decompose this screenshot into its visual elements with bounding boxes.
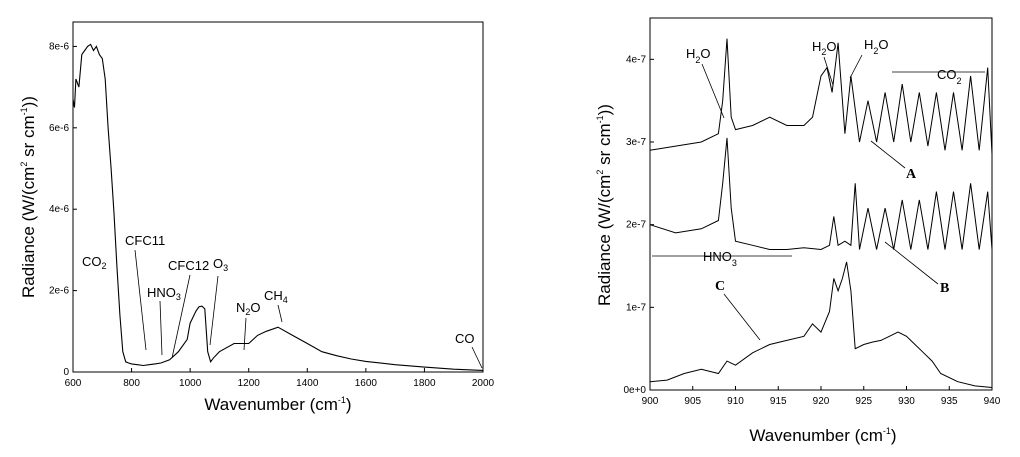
left-plot-frame [72, 21, 484, 373]
left-x-tick-label: 600 [65, 378, 82, 389]
left-y-tick-label: 0 [63, 367, 69, 378]
right-y-tick-label: 2e-7 [626, 220, 646, 231]
right-annotation-h2o-2: H2O [812, 39, 837, 57]
left-annotation-co-leader [471, 346, 483, 369]
right-x-tick-label: 910 [727, 396, 744, 407]
right-annotation-h2o-1: H2O [686, 46, 711, 65]
left-chart: 600 800 1000 1200 1400 1600 1800 2000 0 2e-6 4e-6… [19, 21, 495, 414]
left-annotation-hno3: HNO3 [147, 285, 181, 302]
right-label-b-leader [884, 241, 939, 285]
left-x-axis-title: Wavenumber (cm-1) [204, 395, 351, 414]
right-x-tick-label: 935 [941, 396, 958, 407]
left-y-tick-label: 8e-6 [49, 41, 69, 52]
left-annotation-cfc11-leader [134, 249, 147, 351]
left-annotations: CO2 CFC11 HNO3 CFC12 O3 N2O CH4 CO [82, 233, 483, 369]
right-series-c-line [649, 261, 993, 388]
left-annotation-n2o: N2O [236, 300, 261, 317]
left-annotation-o3-leader [209, 275, 219, 346]
left-series-line [72, 43, 484, 371]
right-label-c-leader [723, 293, 761, 341]
right-y-axis-title: Radiance (W/(cm2 sr cm-1)) [595, 104, 614, 306]
right-y-tick-label: 0e+0 [623, 385, 646, 396]
right-series-a-line [649, 38, 993, 155]
right-x-tick-label: 920 [813, 396, 830, 407]
right-y-tick-labels: 0e+0 1e-7 2e-7 3e-7 4e-7 [623, 54, 646, 396]
right-label-b: B [940, 281, 949, 296]
left-x-tick-label: 1400 [296, 378, 319, 389]
left-y-tick-label: 4e-6 [49, 204, 69, 215]
left-annotation-cfc12: CFC12 [168, 258, 209, 273]
left-y-tick-label: 6e-6 [49, 123, 69, 134]
right-annotation-h2o-2-leader [823, 56, 834, 86]
left-y-axis-title: Radiance (W/(cm2 sr cm-1)) [19, 96, 38, 298]
right-y-tick-label: 1e-7 [626, 302, 646, 313]
left-x-tick-label: 1600 [355, 378, 378, 389]
left-x-tick-labels: 600 800 1000 1200 1400 1600 1800 2000 [65, 378, 495, 389]
left-annotation-ch4: CH4 [264, 288, 288, 305]
right-annotation-hno3: HNO3 [703, 249, 737, 268]
right-x-tick-label: 915 [770, 396, 787, 407]
right-axis-ticks [649, 58, 993, 391]
right-x-tick-labels: 900 905 910 915 920 925 930 935 940 [642, 396, 1001, 407]
right-label-a-leader [870, 140, 906, 169]
left-y-tick-label: 2e-6 [49, 286, 69, 297]
right-chart: 900 905 910 915 920 925 930 935 940 0e+0 1e-7 2e-7… [595, 17, 1001, 445]
left-annotation-hno3-leader [159, 300, 163, 356]
left-annotation-o3: O3 [213, 256, 228, 273]
left-annotation-cfc12-leader [171, 274, 191, 359]
right-annotation-h2o-3: H2O [864, 37, 889, 56]
right-y-tick-label: 3e-7 [626, 137, 646, 148]
left-annotation-n2o-leader [243, 317, 247, 351]
right-series-b-line [649, 137, 993, 251]
right-x-axis-title: Wavenumber (cm-1) [749, 426, 896, 445]
left-annotation-ch4-leader [277, 304, 283, 323]
right-x-tick-label: 930 [898, 396, 915, 407]
left-annotation-co: CO [455, 331, 475, 346]
right-x-tick-label: 905 [684, 396, 701, 407]
right-x-tick-label: 900 [642, 396, 659, 407]
left-x-tick-label: 800 [123, 378, 140, 389]
left-axis-ticks [72, 45, 484, 373]
right-y-tick-label: 4e-7 [626, 54, 646, 65]
left-y-tick-labels: 0 2e-6 4e-6 6e-6 8e-6 [49, 41, 69, 378]
right-annotation-co2: CO2 [937, 67, 962, 86]
right-annotation-h2o-3-leader [849, 54, 863, 79]
right-annotations: H2O H2O H2O CO2 HNO3 A B C [652, 37, 985, 341]
left-annotation-cfc11: CFC11 [125, 233, 165, 248]
right-x-tick-label: 940 [984, 396, 1001, 407]
right-x-tick-label: 925 [855, 396, 872, 407]
right-annotation-h2o-1-leader [701, 63, 725, 119]
right-label-a: A [906, 167, 917, 182]
left-x-tick-label: 1200 [238, 378, 261, 389]
right-label-c: C [715, 279, 725, 294]
left-x-tick-label: 2000 [472, 378, 495, 389]
left-annotation-co2: CO2 [82, 254, 107, 271]
left-x-tick-label: 1000 [179, 378, 202, 389]
left-x-tick-label: 1800 [413, 378, 436, 389]
